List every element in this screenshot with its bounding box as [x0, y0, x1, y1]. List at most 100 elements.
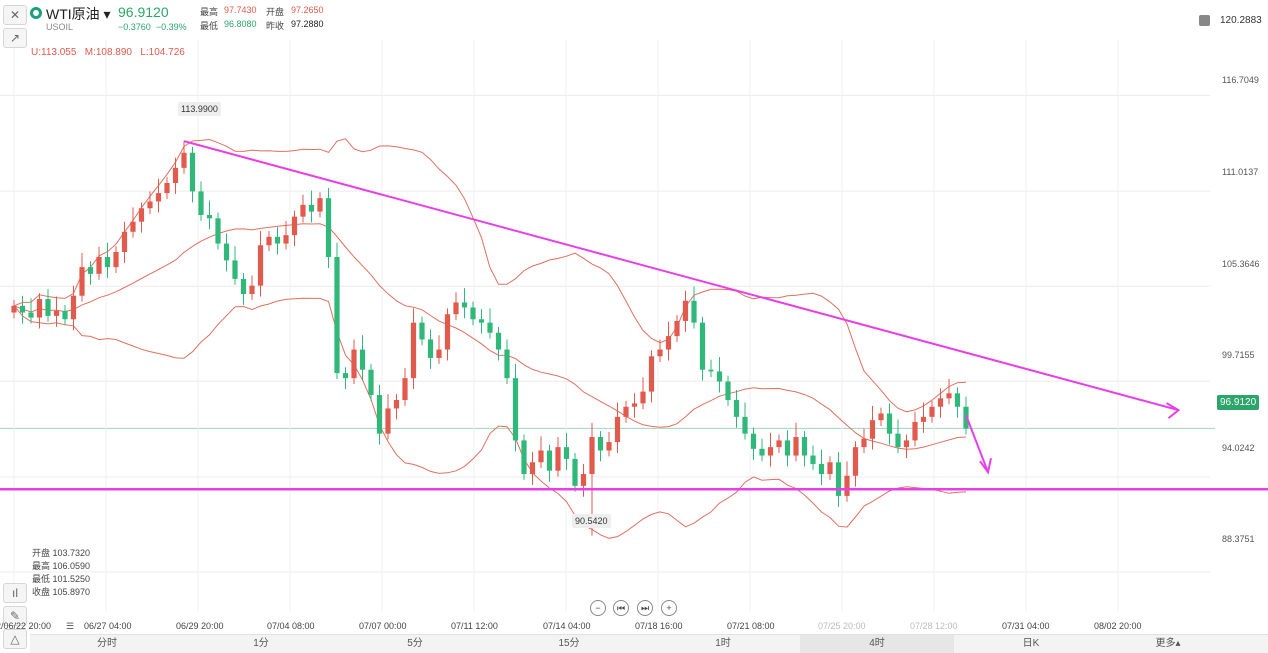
- candle: [504, 349, 510, 379]
- candle: [725, 381, 731, 401]
- candle: [130, 221, 136, 232]
- candle: [521, 440, 527, 475]
- symbol-name[interactable]: WTI原油 ▾: [46, 6, 111, 22]
- open-label: 开盘: [266, 7, 285, 17]
- candle: [852, 447, 859, 476]
- candle: [623, 406, 629, 417]
- y-tick: 116.7049: [1222, 75, 1259, 85]
- candle: [716, 371, 723, 382]
- candle: [62, 310, 68, 320]
- x-tick: 07/28 12:00: [910, 621, 958, 631]
- candle: [776, 440, 782, 448]
- candle: [674, 320, 680, 337]
- candle: [589, 437, 595, 475]
- candle: [861, 438, 867, 448]
- candle: [886, 413, 893, 434]
- candle: [215, 218, 221, 244]
- indicator-icon[interactable]: ıl: [3, 583, 27, 603]
- period-tab[interactable]: 1分: [253, 638, 269, 649]
- candle: [912, 421, 918, 441]
- zoom-in-button[interactable]: +: [661, 600, 677, 616]
- projection-arrow: [965, 414, 989, 473]
- x-tick: 07/25 20:00: [818, 621, 866, 631]
- period-tab[interactable]: 分时: [97, 638, 117, 649]
- close-icon[interactable]: ✕: [3, 5, 27, 25]
- candle: [206, 214, 213, 219]
- prev-close-value: 97.2880: [291, 19, 324, 29]
- period-tab[interactable]: 5分: [407, 638, 423, 649]
- zoom-out-button[interactable]: −: [590, 600, 606, 616]
- scroll-left-button[interactable]: ⏮: [613, 600, 629, 616]
- candle: [750, 433, 757, 449]
- x-tick: 07/14 04:00: [543, 621, 591, 631]
- candle: [640, 391, 646, 404]
- candle: [835, 462, 842, 496]
- candle: [946, 393, 952, 399]
- symbol-logo-icon: [30, 7, 42, 19]
- period-tab[interactable]: 日K: [1022, 638, 1040, 649]
- candle: [903, 440, 910, 448]
- trendline-arrowhead: [1165, 402, 1181, 419]
- x-tick: 07/18 16:00: [635, 621, 683, 631]
- candle: [283, 235, 289, 244]
- period-tab[interactable]: 1时: [715, 638, 731, 649]
- candle: [419, 322, 425, 340]
- candle: [325, 198, 332, 258]
- candle: [334, 257, 340, 374]
- alert-bell-icon[interactable]: [1199, 15, 1210, 26]
- candle: [470, 307, 476, 320]
- candle: [70, 295, 77, 320]
- candle: [487, 322, 493, 333]
- candle: [614, 416, 621, 443]
- candle: [291, 216, 298, 236]
- candle: [793, 437, 799, 456]
- candle: [28, 312, 34, 318]
- candle: [495, 332, 502, 350]
- period-tab[interactable]: 15分: [558, 638, 580, 649]
- candle: [19, 305, 26, 313]
- candle: [529, 462, 536, 475]
- high-label: 最高: [200, 7, 219, 17]
- candle: [691, 300, 697, 323]
- candle: [266, 236, 272, 246]
- candle: [733, 400, 740, 417]
- chart-grid: [0, 40, 1215, 612]
- prev-close-label: 昨收: [266, 21, 285, 31]
- scroll-right-button[interactable]: ⏭: [637, 600, 653, 616]
- candle: [96, 257, 102, 274]
- candle: [920, 416, 927, 422]
- current-price: 96.9120: [118, 4, 169, 20]
- y-tick: 94.0242: [1222, 443, 1255, 453]
- resistance-trendline: [183, 140, 1179, 412]
- candle: [929, 406, 935, 417]
- candle: [104, 257, 111, 268]
- candle: [657, 349, 663, 357]
- period-tab-active[interactable]: 4时: [800, 635, 954, 653]
- x-tick: 07/11 12:00: [451, 621, 498, 631]
- x-tick: 07/07 00:00: [359, 621, 407, 631]
- ohlc-high: 最高 106.0590: [32, 561, 91, 571]
- candle: [631, 403, 638, 407]
- candle: [453, 302, 459, 315]
- price-change: −0.3760 −0.39%: [118, 22, 187, 32]
- drawing-tool-icon[interactable]: ↗: [3, 28, 27, 48]
- low-value: 96.8080: [224, 19, 257, 29]
- pen-icon[interactable]: ✎: [3, 606, 27, 626]
- candle: [546, 450, 553, 471]
- candle: [538, 450, 544, 463]
- candle: [45, 299, 51, 316]
- candle: [113, 251, 119, 268]
- candle: [461, 302, 468, 308]
- more-periods-button[interactable]: 更多▴: [1155, 638, 1181, 649]
- y-tick: 111.0137: [1222, 167, 1259, 177]
- y-tick: 99.7155: [1222, 350, 1255, 360]
- crosshair-icon: ☰: [66, 621, 75, 631]
- ohlc-open: 开盘 103.7320: [32, 548, 91, 558]
- candle: [759, 448, 765, 456]
- candle: [376, 394, 383, 434]
- candle: [708, 369, 714, 372]
- candle: [410, 322, 417, 379]
- settings-icon[interactable]: △: [3, 629, 27, 649]
- candle: [189, 152, 196, 192]
